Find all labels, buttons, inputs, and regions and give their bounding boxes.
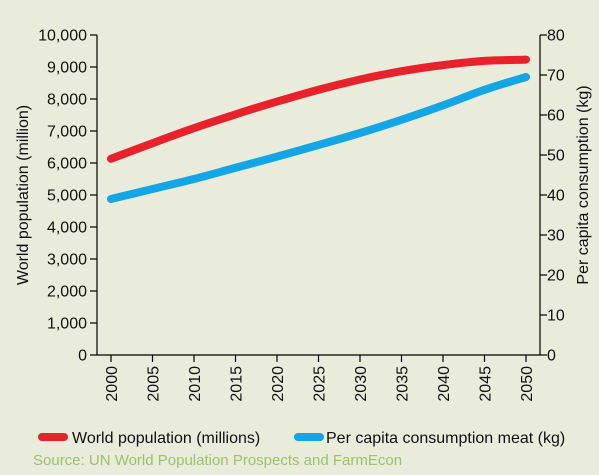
- series-line-world-population: [107, 55, 530, 163]
- left-tick-label: 2,000: [47, 284, 87, 301]
- left-tick-label: 1,000: [47, 316, 87, 333]
- right-tick-label: 50: [547, 148, 565, 165]
- left-tick-label: 0: [78, 348, 87, 365]
- left-axis-title: World population (million): [15, 105, 32, 285]
- x-tick-label: 2010: [187, 366, 204, 402]
- right-tick-label: 10: [547, 308, 565, 325]
- x-tick-label: 2000: [104, 366, 121, 402]
- right-tick-label: 40: [547, 188, 565, 205]
- left-tick-label: 8,000: [47, 92, 87, 109]
- right-axis-title: Per capita consumption (kg): [575, 85, 592, 284]
- left-tick-label: 6,000: [47, 156, 87, 173]
- right-tick-label: 80: [547, 28, 565, 45]
- series-line-per-capita-meat: [107, 73, 530, 203]
- left-tick-label: 9,000: [47, 60, 87, 77]
- source-note: Source: UN World Population Prospects an…: [33, 452, 403, 469]
- legend-label: Per capita consumption meat (kg): [326, 430, 565, 447]
- left-tick-label: 3,000: [47, 252, 87, 269]
- left-tick-label: 10,000: [38, 28, 87, 45]
- right-tick-label: 30: [547, 228, 565, 245]
- x-tick-label: 2015: [229, 366, 246, 402]
- x-tick-label: 2035: [395, 366, 412, 402]
- left-tick-label: 5,000: [47, 188, 87, 205]
- x-tick-label: 2020: [270, 366, 287, 402]
- x-tick-label: 2005: [146, 366, 163, 402]
- x-tick-label: 2050: [519, 366, 536, 402]
- right-tick-label: 0: [547, 348, 556, 365]
- left-tick-label: 7,000: [47, 124, 87, 141]
- x-tick-label: 2030: [353, 366, 370, 402]
- right-tick-label: 70: [547, 68, 565, 85]
- x-tick-label: 2025: [312, 366, 329, 402]
- right-tick-label: 20: [547, 268, 565, 285]
- legend-label: World population (millions): [72, 430, 260, 447]
- left-tick-label: 4,000: [47, 220, 87, 237]
- x-tick-label: 2040: [436, 366, 453, 402]
- right-tick-label: 60: [547, 108, 565, 125]
- x-tick-label: 2045: [478, 366, 495, 402]
